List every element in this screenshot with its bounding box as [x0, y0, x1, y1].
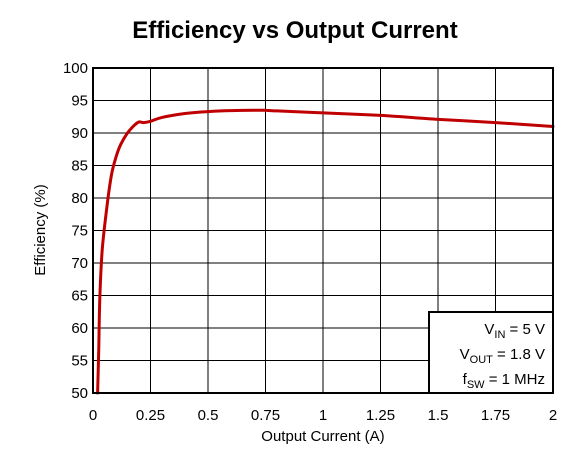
y-tick-label: 100 — [63, 60, 88, 77]
y-tick-label: 90 — [71, 125, 88, 142]
plot-frame — [92, 67, 554, 394]
y-axis-label: Efficiency (%) — [32, 184, 49, 275]
conditions-annotation-box: VIN = 5 V VOUT = 1.8 V fSW = 1 MHz — [428, 311, 554, 394]
y-tick-label: 95 — [71, 93, 88, 110]
x-axis-label: Output Current (A) — [261, 428, 384, 445]
y-tick-label: 75 — [71, 223, 88, 240]
x-tick-label: 1.5 — [428, 407, 449, 424]
y-tick-label: 85 — [71, 158, 88, 175]
y-tick-label: 60 — [71, 320, 88, 337]
y-tick-label: 70 — [71, 255, 88, 272]
annotation-line: VOUT = 1.8 V — [460, 346, 545, 366]
x-tick-label: 1.25 — [366, 407, 395, 424]
annotation-line: fSW = 1 MHz — [463, 371, 545, 391]
x-tick-labels: 0 0.25 0.5 0.75 1 1.25 1.5 1.75 2 — [89, 407, 557, 424]
x-tick-label: 0.25 — [136, 407, 165, 424]
x-tick-label: 0.75 — [251, 407, 280, 424]
x-tick-label: 1.75 — [481, 407, 510, 424]
x-tick-label: 0.5 — [198, 407, 219, 424]
x-tick-label: 1 — [319, 407, 327, 424]
y-tick-label: 55 — [71, 353, 88, 370]
y-tick-label: 80 — [71, 190, 88, 207]
y-tick-labels: 50 55 60 65 70 75 80 85 90 95 100 — [63, 60, 88, 402]
y-tick-label: 50 — [71, 385, 88, 402]
y-tick-label: 65 — [71, 288, 88, 305]
chart-title: Efficiency vs Output Current — [132, 17, 457, 44]
x-tick-label: 2 — [549, 407, 557, 424]
efficiency-series-line — [96, 108, 555, 395]
annotation-line: VIN = 5 V — [484, 321, 545, 341]
annotation-frame — [428, 311, 554, 394]
x-tick-label: 0 — [89, 407, 97, 424]
grid-lines — [93, 68, 553, 393]
